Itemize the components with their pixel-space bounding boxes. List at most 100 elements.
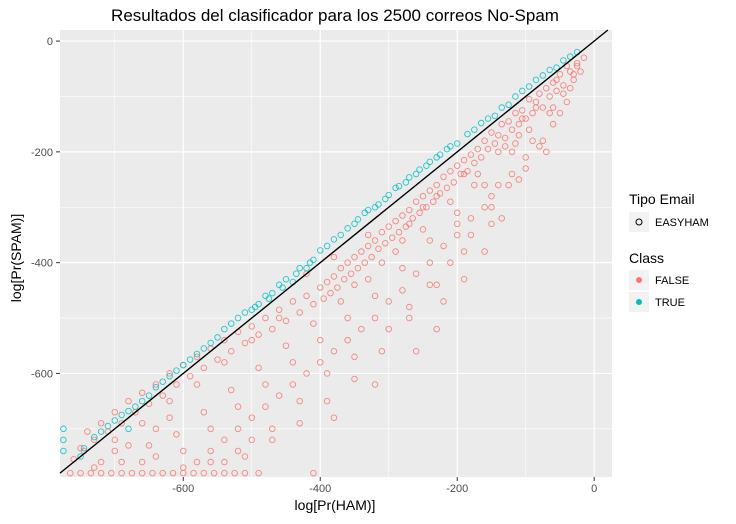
point-false bbox=[111, 408, 119, 416]
point-false bbox=[433, 181, 440, 189]
x-tick-label: -600 bbox=[172, 483, 194, 495]
point-true bbox=[447, 143, 454, 150]
point-true bbox=[251, 303, 259, 311]
point-false bbox=[344, 336, 351, 344]
point-false bbox=[275, 392, 283, 399]
point-true bbox=[316, 247, 324, 254]
point-false bbox=[412, 270, 420, 277]
series-true-points bbox=[60, 48, 581, 460]
point-false bbox=[430, 198, 437, 205]
point-false bbox=[90, 436, 98, 444]
legend-title-class: Class bbox=[629, 250, 664, 266]
point-false bbox=[440, 242, 447, 250]
point-true bbox=[477, 119, 485, 127]
point-false bbox=[330, 273, 338, 280]
point-false bbox=[282, 317, 290, 325]
point-true bbox=[525, 83, 533, 90]
point-false bbox=[522, 165, 529, 172]
point-false bbox=[364, 242, 372, 250]
point-false bbox=[433, 192, 440, 200]
point-true bbox=[207, 339, 214, 347]
point-true bbox=[145, 392, 153, 399]
point-false bbox=[488, 129, 495, 136]
point-false bbox=[471, 159, 478, 167]
point-false bbox=[351, 281, 358, 289]
point-false bbox=[406, 206, 413, 214]
point-false bbox=[423, 203, 430, 211]
point-true bbox=[546, 66, 553, 74]
point-true bbox=[505, 101, 512, 109]
point-false bbox=[406, 220, 413, 228]
point-false bbox=[193, 381, 201, 388]
point-false bbox=[310, 469, 317, 477]
point-false bbox=[152, 453, 160, 460]
point-true bbox=[392, 184, 399, 192]
point-false bbox=[166, 370, 173, 377]
point-false bbox=[426, 187, 434, 194]
point-false bbox=[221, 469, 228, 477]
point-false bbox=[207, 458, 214, 466]
point-true bbox=[323, 242, 331, 250]
plot-panel bbox=[60, 30, 612, 477]
grid-minor bbox=[60, 30, 612, 477]
point-false bbox=[488, 192, 495, 200]
point-false bbox=[382, 240, 389, 247]
point-false bbox=[361, 259, 369, 266]
point-false bbox=[125, 397, 132, 405]
point-false bbox=[351, 253, 358, 261]
point-false bbox=[556, 71, 564, 78]
point-false bbox=[375, 245, 382, 253]
point-false bbox=[433, 325, 440, 333]
point-false bbox=[289, 298, 297, 305]
point-false bbox=[231, 469, 238, 477]
point-false bbox=[467, 215, 475, 222]
point-false bbox=[128, 469, 136, 477]
point-false bbox=[241, 453, 249, 460]
open-circle-icon bbox=[635, 218, 643, 226]
point-false bbox=[546, 93, 553, 100]
point-false bbox=[255, 331, 262, 338]
point-false bbox=[152, 381, 160, 388]
point-false bbox=[556, 109, 564, 117]
point-false bbox=[364, 276, 372, 283]
x-tick-label: -400 bbox=[309, 483, 331, 495]
point-false bbox=[508, 148, 516, 156]
point-false bbox=[495, 148, 502, 156]
point-false bbox=[412, 198, 420, 205]
point-true bbox=[553, 64, 560, 71]
point-true bbox=[60, 436, 67, 444]
y-axis: 0 -200 -400 -600 bbox=[31, 36, 60, 380]
point-false bbox=[227, 348, 235, 355]
legend-label-true: TRUE bbox=[655, 297, 685, 309]
point-false bbox=[316, 336, 324, 344]
point-true bbox=[77, 453, 84, 460]
point-false bbox=[443, 184, 451, 192]
point-false bbox=[84, 428, 91, 435]
point-false bbox=[145, 442, 153, 449]
point-false bbox=[471, 181, 478, 189]
point-false bbox=[138, 469, 146, 477]
point-true bbox=[406, 174, 413, 181]
point-false bbox=[354, 264, 362, 272]
legend-label-false: FALSE bbox=[655, 275, 689, 287]
point-true bbox=[560, 57, 567, 64]
point-false bbox=[498, 215, 505, 222]
point-false bbox=[505, 118, 512, 125]
point-true bbox=[200, 345, 208, 352]
point-false bbox=[481, 137, 488, 145]
point-false bbox=[323, 278, 331, 286]
point-false bbox=[406, 303, 413, 311]
point-true bbox=[173, 367, 180, 374]
point-false bbox=[474, 170, 482, 178]
point-true bbox=[125, 407, 132, 415]
point-false bbox=[118, 420, 125, 427]
point-false bbox=[303, 292, 310, 300]
point-false bbox=[491, 140, 499, 147]
point-false bbox=[447, 259, 454, 266]
legend-title-tipo-email: Tipo Email bbox=[629, 191, 695, 207]
legend-key-bg-easyham bbox=[629, 212, 649, 232]
point-true bbox=[344, 225, 351, 232]
point-false bbox=[97, 469, 105, 477]
point-false bbox=[460, 156, 468, 164]
point-false bbox=[234, 403, 242, 410]
